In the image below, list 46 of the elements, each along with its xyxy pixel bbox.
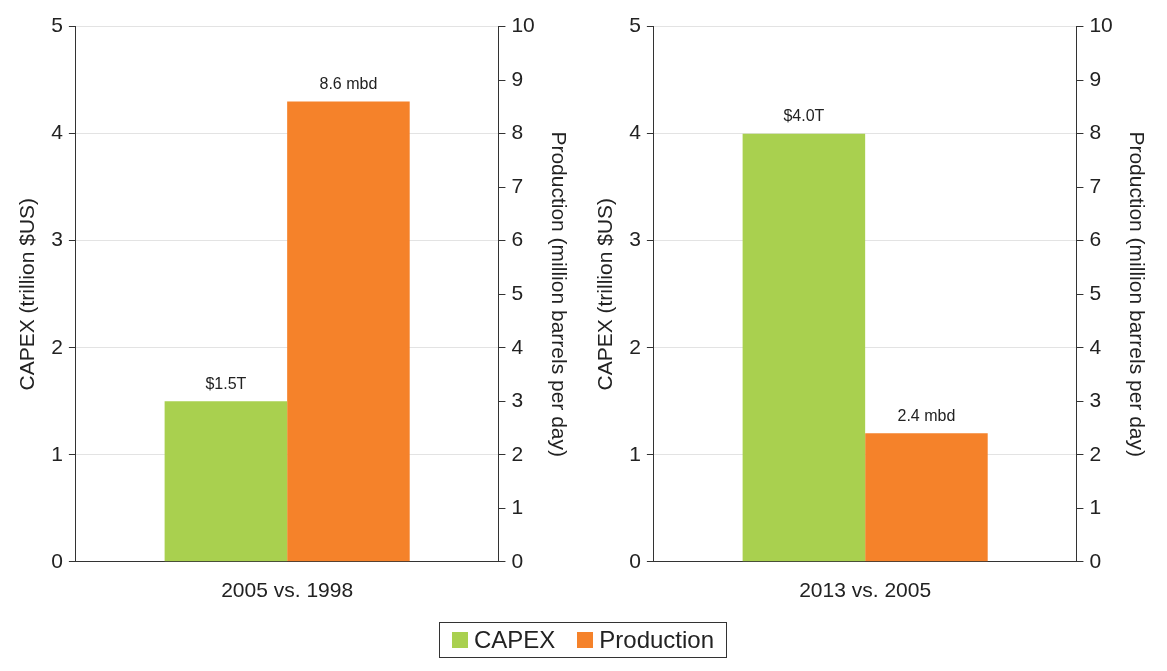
y-tick-label: 3	[51, 227, 63, 251]
y-axis-title: CAPEX (trillion $US)	[15, 197, 39, 391]
y2-tick-label: 2	[1089, 441, 1102, 465]
y2-tick-label: 0	[1089, 548, 1102, 572]
y-tick-label: 0	[51, 548, 63, 572]
y2-tick-label: 6	[1089, 227, 1102, 251]
y2-tick-label: 5	[511, 281, 524, 304]
legend-label: Production	[599, 626, 715, 654]
y2-tick-label: 7	[1089, 173, 1102, 197]
y-tick-label: 3	[629, 227, 641, 251]
y2-tick-label: 1	[511, 495, 524, 519]
y2-tick-label: 1	[1089, 495, 1102, 519]
y-tick-label: 2	[629, 334, 641, 358]
data-label: 2.4 mbd	[897, 406, 956, 424]
y2-axis-title: Production (million barrels per day)	[1125, 131, 1149, 458]
y2-tick-label: 8	[1089, 120, 1102, 144]
y2-tick-label: 3	[511, 388, 524, 412]
y-tick-label: 0	[629, 548, 641, 572]
x-tick-label: 2013 vs. 2005	[799, 578, 932, 602]
y2-tick-label: 10	[1089, 13, 1113, 37]
y2-tick-label: 7	[511, 173, 524, 197]
y2-tick-label: 6	[511, 227, 524, 251]
y2-tick-label: 0	[511, 548, 524, 572]
y-tick-label: 1	[629, 441, 641, 465]
y2-tick-label: 5	[1089, 281, 1102, 304]
y2-axis-title: Production (million barrels per day)	[547, 131, 571, 458]
data-label: $1.5T	[205, 374, 247, 392]
y-tick-label: 5	[629, 13, 641, 37]
y-tick-label: 4	[51, 120, 64, 144]
y-tick-label: 2	[51, 334, 63, 358]
y2-tick-label: 8	[511, 120, 524, 144]
y2-tick-label: 4	[1089, 334, 1102, 358]
y-tick-label: 1	[51, 441, 63, 465]
y2-tick-label: 3	[1089, 388, 1102, 412]
y2-tick-label: 9	[1089, 66, 1102, 90]
y2-tick-label: 4	[511, 334, 524, 358]
data-label: $4.0T	[783, 107, 825, 125]
x-tick-label: 2005 vs. 1998	[221, 578, 354, 602]
legend-label: CAPEX	[473, 626, 556, 654]
data-label: 8.6 mbd	[319, 74, 378, 92]
y-tick-label: 5	[51, 13, 63, 37]
y2-tick-label: 10	[511, 13, 535, 37]
y2-tick-label: 2	[511, 441, 524, 465]
y-tick-label: 4	[629, 120, 642, 144]
y-axis-title: CAPEX (trillion $US)	[593, 197, 617, 391]
y2-tick-label: 9	[511, 66, 524, 90]
